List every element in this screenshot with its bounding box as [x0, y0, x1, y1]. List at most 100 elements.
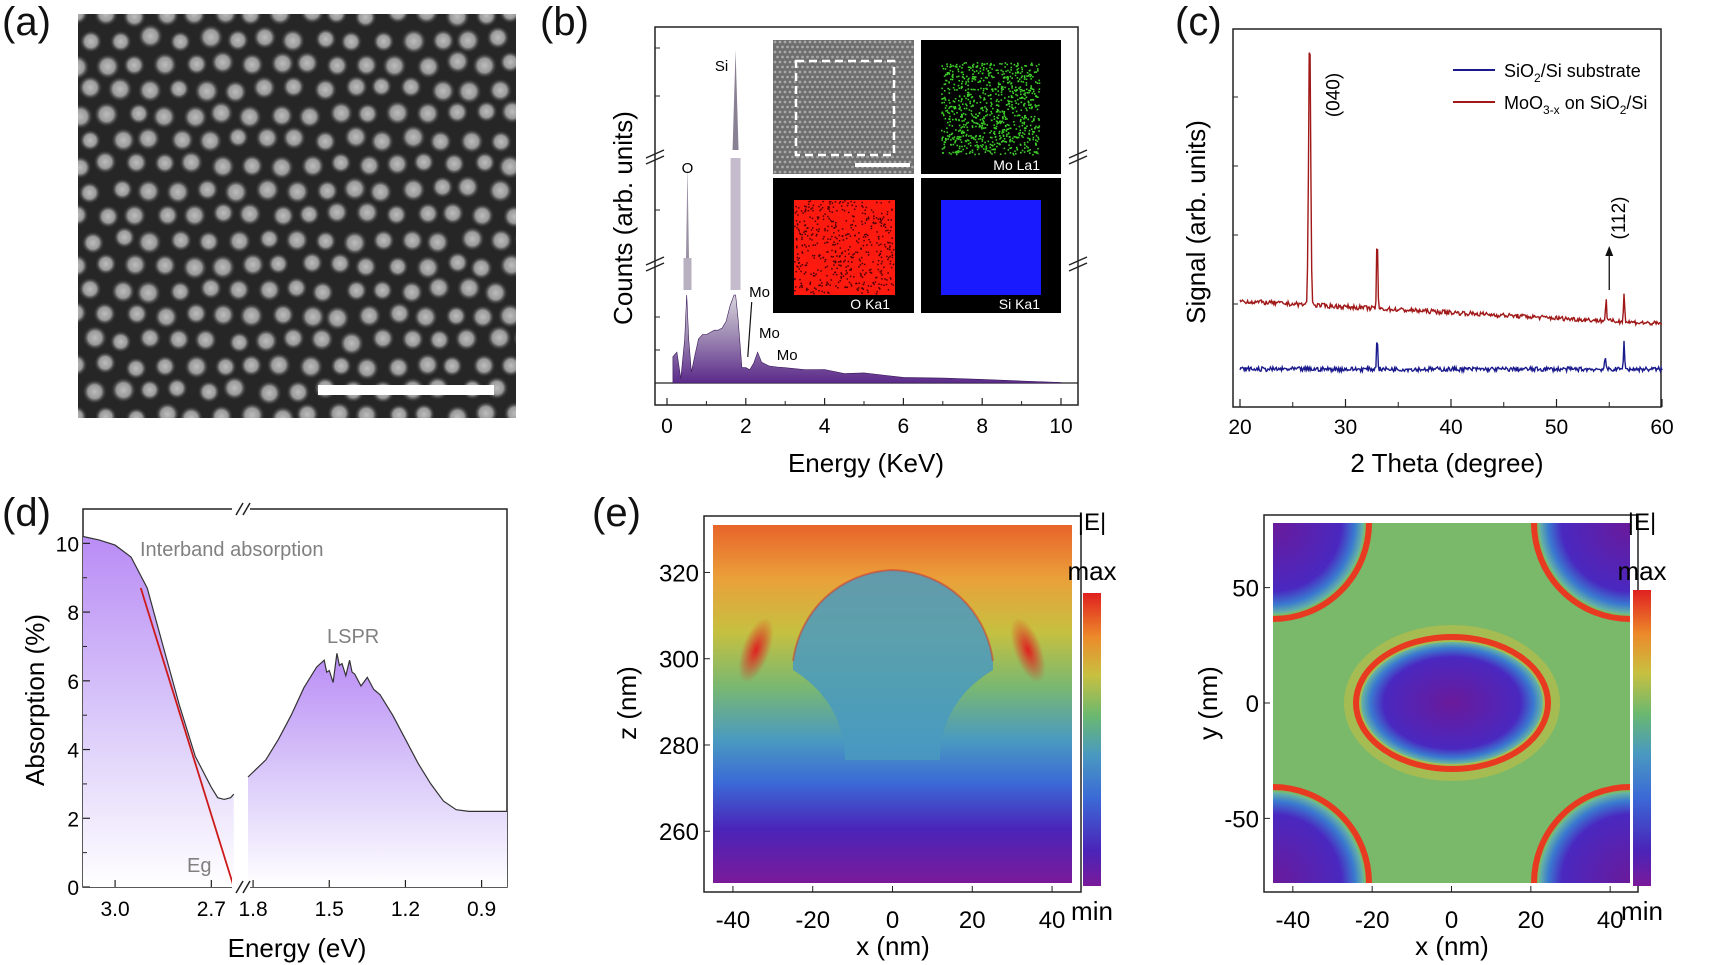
inset-nanoparticle	[876, 95, 879, 99]
inset-nanoparticle	[826, 45, 829, 49]
o-void-point	[803, 273, 806, 275]
inset-nanoparticle	[901, 75, 904, 79]
x-tick-label: 30	[1334, 416, 1357, 439]
mo-signal-point	[1031, 106, 1033, 109]
mo-signal-point	[979, 135, 982, 137]
inset-nanoparticle	[843, 100, 847, 104]
inset-nanoparticle	[883, 40, 887, 44]
mo-signal-point	[982, 144, 984, 146]
o-void-point	[842, 235, 844, 237]
mo-signal-point	[971, 126, 974, 128]
inset-nanoparticle	[851, 55, 854, 59]
inset-nanoparticle	[868, 70, 872, 74]
o-void-point	[870, 268, 872, 271]
o-void-point	[882, 225, 885, 227]
inset-nanoparticle	[818, 80, 822, 84]
mo-signal-point	[946, 127, 948, 130]
o-void-point	[870, 225, 873, 228]
inset-nanoparticle	[786, 95, 789, 99]
lspr-segment-line	[247, 653, 507, 812]
inset-nanoparticle	[863, 50, 867, 54]
inset-nanoparticle	[823, 130, 827, 134]
mo-signal-point	[1021, 122, 1024, 124]
mo-signal-point	[1018, 134, 1021, 137]
inset-nanoparticle	[778, 100, 782, 104]
inset-nanoparticle	[816, 105, 819, 109]
nanoparticle	[82, 325, 108, 351]
o-void-point	[819, 257, 822, 260]
inset-nanoparticle	[811, 125, 814, 129]
mo-signal-point	[983, 116, 985, 118]
mo-signal-point	[955, 65, 957, 68]
mo-signal-point	[1008, 124, 1010, 127]
inset-nanoparticle	[901, 45, 904, 49]
nanoparticle	[387, 301, 412, 326]
mo-signal-point	[1023, 121, 1026, 124]
mo-signal-point	[978, 153, 980, 155]
inset-nanoparticle	[878, 140, 882, 144]
inset-nanoparticle	[783, 140, 787, 144]
inset-nanoparticle	[853, 90, 857, 94]
inset-nanoparticle	[906, 75, 909, 79]
nanoparticle	[381, 53, 408, 79]
o-void-point	[888, 256, 890, 259]
mo-signal-point	[992, 132, 995, 135]
o-void-point	[850, 256, 852, 258]
inset-nanoparticle	[793, 70, 797, 74]
inset-nanoparticle	[898, 130, 902, 134]
inset-nanoparticle	[821, 95, 824, 99]
o-void-point	[836, 242, 839, 245]
nanoparticle	[499, 50, 516, 74]
mo-signal-point	[990, 88, 993, 91]
inset-nanoparticle	[868, 150, 872, 154]
mo-signal-point	[976, 62, 979, 64]
mo-signal-point	[949, 66, 951, 68]
o-void-point	[797, 262, 800, 264]
mo-signal-point	[985, 68, 988, 70]
mo-signal-point	[1036, 96, 1038, 98]
mo-signal-point	[985, 145, 987, 148]
inset-nanoparticle	[911, 65, 914, 69]
mo-signal-point	[1035, 152, 1038, 154]
o-void-point	[804, 233, 807, 235]
o-void-point	[887, 229, 889, 232]
nanoparticle	[488, 78, 513, 103]
inset-nanoparticle	[828, 70, 832, 74]
o-void-point	[806, 235, 809, 237]
inset-nanoparticle	[778, 120, 782, 124]
inset-nanoparticle	[898, 80, 902, 84]
mo-signal-point	[982, 109, 984, 112]
inset-nanoparticle	[873, 130, 877, 134]
o-void-point	[835, 273, 838, 276]
mo-signal-point	[1028, 129, 1031, 132]
o-void-point	[818, 255, 820, 258]
inset-nanoparticle	[786, 145, 789, 149]
nanoparticle	[399, 280, 424, 305]
mo-signal-point	[995, 93, 997, 95]
mo-signal-point	[986, 113, 989, 116]
o-void-point	[878, 254, 880, 257]
mo-signal-point	[1024, 64, 1026, 67]
inset-nanoparticle	[811, 45, 814, 49]
mo-signal-point	[1008, 144, 1010, 146]
o-void-point	[798, 230, 800, 232]
nanoparticle	[456, 275, 482, 301]
mo-signal-point	[977, 88, 979, 91]
mo-signal-point	[993, 151, 996, 154]
mo-signal-point	[973, 116, 975, 118]
o-void-point	[839, 201, 842, 203]
inset-nanoparticle	[776, 165, 779, 169]
nanoparticle	[372, 228, 396, 252]
mo-signal-point	[972, 105, 974, 107]
inset-nanoparticle	[808, 70, 812, 74]
mo-signal-point	[1037, 117, 1040, 120]
inset-nanoparticle	[878, 160, 882, 164]
nanoparticle	[470, 304, 495, 330]
inset-nanoparticle	[838, 40, 842, 44]
o-void-point	[892, 263, 895, 266]
inset-nanoparticle	[818, 140, 822, 144]
mo-signal-point	[966, 139, 969, 141]
o-void-point	[876, 290, 879, 293]
inset-nanoparticle	[788, 70, 792, 74]
